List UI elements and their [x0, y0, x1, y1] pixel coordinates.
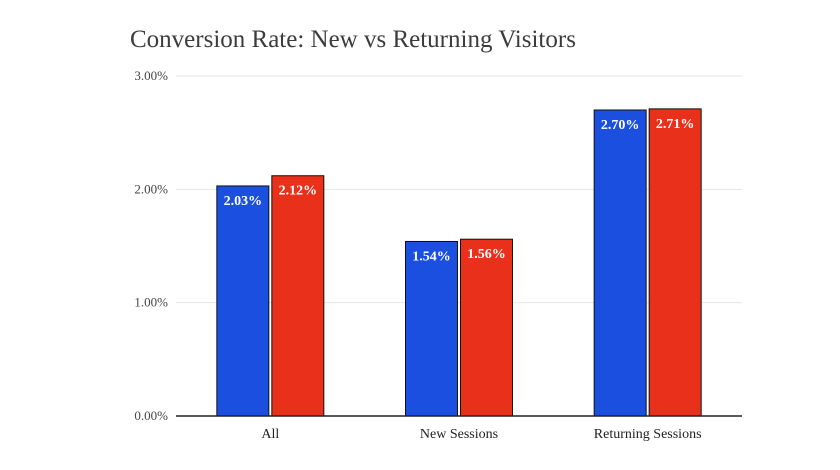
x-tick-label: Returning Sessions	[594, 427, 702, 442]
data-label: 1.54%	[412, 249, 451, 264]
bar-layer: 2.03% 2.12% 1.54% 1.56% 2.70% 2.71%	[216, 108, 702, 417]
data-label: 2.12%	[279, 184, 318, 199]
grid-layer	[176, 75, 742, 304]
data-label: 2.70%	[601, 118, 640, 133]
data-label: 2.03%	[224, 194, 263, 209]
bar	[460, 238, 513, 417]
bar	[216, 185, 270, 417]
chart-title: Conversion Rate: New vs Returning Visito…	[130, 26, 576, 53]
x-tick-label: All	[261, 427, 279, 442]
bar	[593, 109, 647, 417]
bar	[271, 175, 325, 417]
data-label: 2.71%	[656, 117, 695, 132]
bar	[648, 108, 702, 417]
x-tick-label: New Sessions	[420, 427, 498, 442]
y-tick-label: 3.00%	[134, 68, 168, 83]
y-tick-label: 2.00%	[134, 181, 168, 196]
bar	[405, 240, 458, 417]
axis-layer: 0.00% 1.00% 2.00% 3.00% All New Sessions Retur…	[134, 68, 742, 442]
data-label: 1.56%	[467, 247, 506, 262]
y-tick-label: 0.00%	[134, 408, 168, 423]
y-tick-label: 1.00%	[134, 295, 168, 310]
